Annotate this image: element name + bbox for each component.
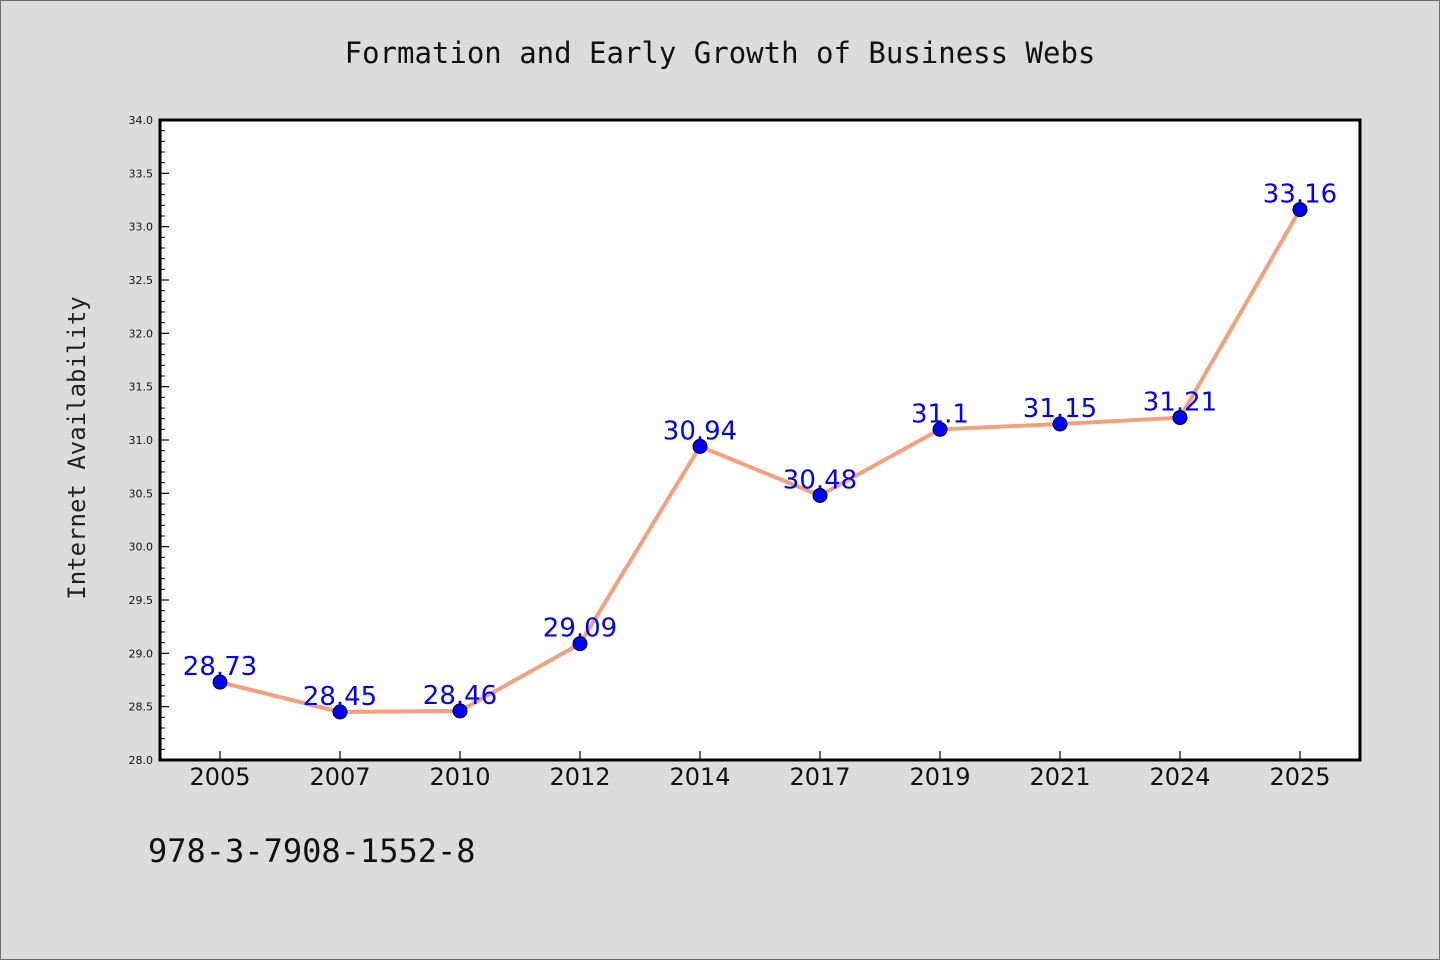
x-tick-label: 2019	[909, 763, 970, 791]
data-label: 29.09	[543, 614, 617, 644]
data-label: 31.1	[911, 399, 969, 429]
data-point	[572, 636, 588, 652]
data-point	[332, 704, 348, 720]
data-point	[1292, 202, 1308, 218]
y-tick-label: 28.0	[129, 754, 154, 767]
y-axis: 28.0 28.5 29.0 29.5 30.0 30.5 31.0 31.5 32.0 32.5…	[129, 114, 169, 767]
y-tick-label: 29.5	[129, 594, 154, 607]
data-label: 30.94	[663, 416, 737, 446]
y-tick-label: 31.0	[129, 434, 154, 447]
plot-border	[158, 118, 1362, 762]
y-tick-label: 28.5	[129, 701, 154, 714]
data-point	[1172, 410, 1188, 426]
y-tick-label: 33.5	[129, 167, 154, 180]
data-label: 31.15	[1023, 394, 1097, 424]
data-label: 31.21	[1143, 388, 1217, 418]
x-tick-label: 2021	[1029, 763, 1090, 791]
data-label: 28.73	[183, 652, 257, 682]
series-line	[218, 207, 1302, 714]
x-tick-label: 2012	[549, 763, 610, 791]
data-point	[932, 421, 948, 437]
data-point	[452, 703, 468, 719]
x-tick-label: 2017	[789, 763, 850, 791]
y-tick-label: 30.5	[129, 487, 154, 500]
y-tick-label: 31.5	[129, 381, 154, 394]
data-label: 28.46	[423, 681, 497, 711]
series-layer	[212, 202, 1308, 720]
chart-title: Formation and Early Growth of Business W…	[345, 36, 1096, 70]
x-tick-label: 2005	[189, 763, 250, 791]
data-point	[692, 438, 708, 454]
data-labels: 28.73 28.45 28.46 29.09 30.94 30.48 31.1 31.15 3…	[183, 180, 1337, 712]
x-tick-label: 2025	[1269, 763, 1330, 791]
data-label: 30.48	[783, 465, 857, 495]
y-tick-label: 29.0	[129, 647, 154, 660]
data-point	[1052, 416, 1068, 432]
data-label: 28.45	[303, 682, 377, 712]
y-axis-label: Internet Availability	[63, 296, 91, 599]
x-tick-label: 2014	[669, 763, 730, 791]
y-tick-label: 32.5	[129, 274, 154, 287]
data-label: 33.16	[1263, 180, 1337, 210]
data-point	[212, 674, 228, 690]
data-point	[812, 487, 828, 503]
x-tick-label: 2024	[1149, 763, 1210, 791]
isbn-text: 978-3-7908-1552-8	[148, 832, 476, 870]
plot-area	[160, 120, 1360, 760]
x-tick-label: 2007	[309, 763, 370, 791]
y-tick-label: 33.0	[129, 221, 154, 234]
y-tick-label: 30.0	[129, 541, 154, 554]
y-tick-label: 32.0	[129, 327, 154, 340]
x-tick-label: 2010	[429, 763, 490, 791]
y-tick-label: 34.0	[129, 114, 154, 127]
